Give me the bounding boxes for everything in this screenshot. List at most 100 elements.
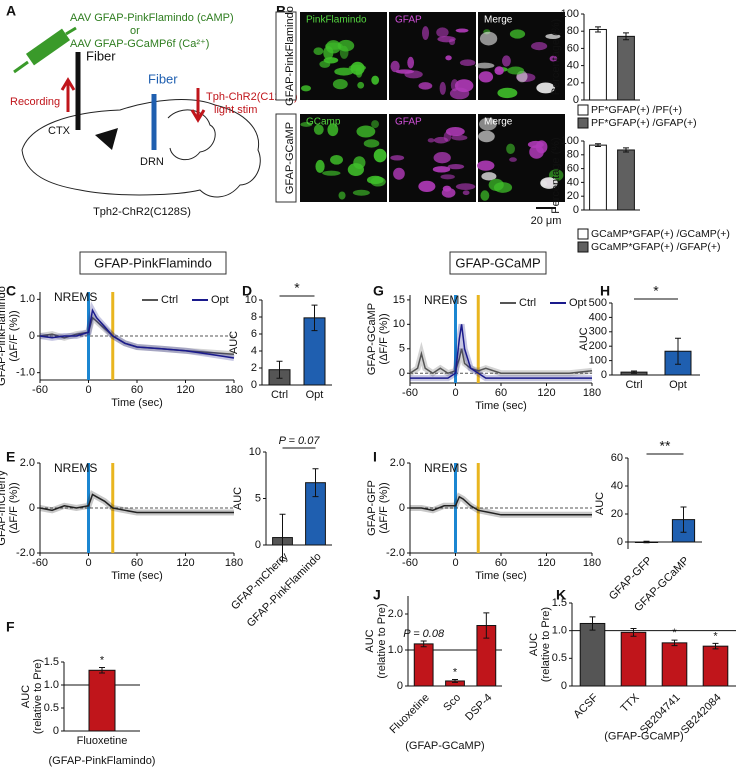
y-tick-label: 0 — [573, 204, 579, 216]
annotation: * — [453, 666, 458, 678]
y-tick-label: 4 — [251, 345, 257, 357]
x-tick-label: 60 — [131, 557, 143, 569]
cell — [338, 191, 346, 200]
x-tick-label: 180 — [583, 387, 601, 399]
annotation: ** — [660, 438, 671, 454]
legend-label: PF*GFAP(+) /PF(+) — [591, 104, 682, 116]
x-tick-label: Fluoxetine — [387, 692, 431, 736]
cell — [404, 70, 423, 79]
y-tick-label: 8 — [251, 311, 257, 323]
sem-band — [410, 492, 592, 518]
ventricle — [95, 128, 118, 150]
legend-swatch — [577, 228, 589, 240]
chart-title: NREMS — [424, 461, 467, 475]
y-axis-label: AUC — [20, 685, 32, 708]
cell — [479, 31, 498, 46]
cell — [478, 130, 495, 143]
header-box — [79, 251, 227, 275]
panel-letter: C — [6, 283, 16, 299]
cell — [421, 26, 430, 41]
cell — [540, 180, 547, 187]
y-axis-label: (ΔF/F (%)) — [378, 482, 390, 533]
y-axis-label: (ΔF/F (%)) — [8, 310, 20, 361]
recording-arrow — [60, 77, 76, 112]
bar — [617, 149, 635, 211]
x-axis-label: (GFAP-PinkFlamindo) — [49, 755, 156, 767]
y-tick-label: 5 — [399, 343, 405, 355]
cell — [300, 121, 313, 127]
error-bar — [631, 370, 637, 374]
scale-bar-label: 20 μm — [531, 215, 562, 227]
error-bar — [99, 667, 105, 674]
cell — [334, 67, 354, 76]
x-tick-label: 60 — [495, 557, 507, 569]
cell — [481, 172, 497, 181]
cell — [480, 190, 490, 201]
x-tick-label: 0 — [85, 557, 91, 569]
x-tick-label: Sco — [441, 692, 463, 714]
y-tick-label: -2.0 — [16, 547, 35, 559]
error-bar — [452, 679, 458, 683]
y-axis-label: Percentage (%) — [550, 137, 562, 213]
cell — [330, 154, 343, 165]
y-tick-label: 0 — [397, 680, 403, 692]
error-bar — [623, 147, 629, 153]
virus-label: AAV GFAP-PinkFlamindo (cAMP) — [70, 12, 234, 24]
y-tick-label: 1.5 — [552, 597, 567, 609]
cell — [433, 152, 451, 164]
cell — [300, 85, 312, 92]
trace — [409, 348, 593, 375]
chart-title: NREMS — [54, 290, 97, 304]
cerebellum — [167, 109, 216, 161]
y-tick-label: 6 — [251, 328, 257, 340]
cell — [475, 62, 495, 69]
legend-label: GCaMP*GFAP(+) /GFAP(+) — [591, 241, 721, 253]
cell — [455, 183, 476, 191]
y-tick-label: 20 — [567, 190, 579, 202]
trace — [39, 493, 234, 514]
error-bar — [595, 26, 601, 33]
x-tick-label: 180 — [225, 557, 243, 569]
y-tick-label: 2.0 — [390, 457, 405, 469]
y-tick-label: 10 — [393, 318, 405, 330]
legend-swatch — [577, 117, 589, 129]
cell — [322, 170, 341, 176]
x-tick-label: 120 — [176, 557, 194, 569]
y-axis-label: AUC — [578, 327, 590, 350]
x-tick-label: TTX — [618, 691, 642, 715]
cell — [356, 125, 376, 138]
trace — [410, 324, 592, 379]
cell — [441, 187, 456, 198]
syringe — [13, 26, 77, 74]
row-label: GFAP-PinkFlamindo — [284, 6, 296, 106]
cell — [432, 166, 451, 173]
recording-label: Recording — [10, 96, 60, 108]
cell — [437, 35, 456, 43]
y-tick-label: 0 — [617, 536, 623, 548]
header-box — [449, 251, 547, 275]
bar — [661, 642, 688, 687]
fiber-label: Fiber — [148, 71, 178, 86]
y-tick-label: 20 — [567, 77, 579, 89]
cell — [451, 134, 468, 141]
cell — [313, 124, 324, 135]
bar — [88, 669, 116, 732]
row-label-box — [275, 113, 297, 203]
annotation: * — [672, 627, 677, 639]
y-axis-label: (ΔF/F (%)) — [378, 313, 390, 364]
cell — [488, 178, 504, 191]
y-tick-label: 1.0 — [552, 625, 567, 637]
stim-label: light stim — [214, 104, 257, 116]
error-bar — [671, 639, 678, 647]
chart-title: NREMS — [54, 461, 97, 475]
cell — [501, 55, 511, 67]
x-tick-label: 180 — [583, 557, 601, 569]
panel-letter: F — [6, 619, 15, 635]
error-bar — [712, 642, 719, 650]
y-tick-label: 60 — [567, 163, 579, 175]
column-label: Merge — [484, 15, 513, 26]
cell — [363, 139, 380, 148]
x-tick-label: 180 — [225, 384, 243, 396]
y-tick-label: 60 — [611, 452, 623, 464]
annotation: * — [294, 280, 300, 296]
